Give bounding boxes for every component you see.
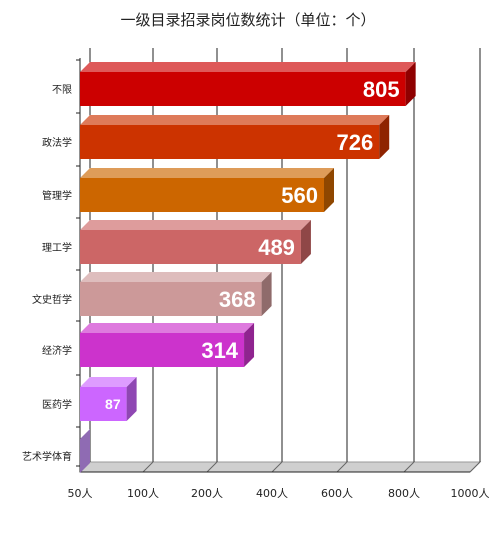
category-label: 经济学 [42,344,72,357]
bar-top [80,272,272,282]
grid-line-base [403,461,415,473]
bar-side [126,377,137,421]
x-tick-label: 1000人 [451,487,490,500]
bar-front [80,230,301,264]
bar-front [80,178,324,212]
bar-side [405,62,416,106]
bar-front [80,72,406,106]
category-label: 医药学 [42,398,72,411]
value-label: 368 [219,287,256,312]
bar-6: 87 [80,377,137,421]
value-label: 726 [336,130,373,155]
grid-line-base [271,461,283,473]
grid-line-base [206,461,218,473]
grid-line-base [336,461,348,473]
bar-7: 48 [58,429,90,473]
bar-1: 726 [80,115,390,159]
chart-title: 一级目录招录岗位数统计（单位：个） [120,11,375,29]
category-label: 艺术学体育 [22,450,72,463]
bar-top [80,323,255,333]
bars: 805 726 560 489 368 314 87 48 [58,62,416,473]
bar-side [261,272,272,316]
value-label: 87 [105,396,121,412]
x-tick-label: 800人 [388,487,420,500]
x-tick-label: 50人 [68,487,93,500]
bar-front [80,125,380,159]
value-label: 48 [58,448,74,464]
value-label: 489 [258,235,295,260]
value-label: 560 [281,183,318,208]
value-label: 805 [363,77,400,102]
x-tick-label: 600人 [321,487,353,500]
value-label: 314 [201,338,238,363]
bar-side [244,323,255,367]
bar-side [379,115,390,159]
bar-side [80,429,90,473]
category-label: 不限 [52,84,72,96]
bar-top [80,62,416,72]
grid-line-base [469,461,481,473]
bar-top [80,115,390,125]
grid-line-base [142,461,154,473]
bar-front [80,282,262,316]
x-tick-label: 100人 [127,487,159,500]
bar-0: 805 [80,62,416,106]
bar-top [80,168,334,178]
category-label: 管理学 [42,189,72,202]
x-tick-labels: 50人 100人 200人 400人 600人 800人 1000人 [68,487,490,500]
category-label: 文史哲学 [32,293,72,306]
bar-3: 489 [80,220,311,264]
bar-4: 368 [80,272,272,316]
category-label: 理工学 [42,241,72,254]
bar-side [324,168,334,212]
bar-top [80,377,137,387]
category-label: 政法学 [42,136,72,149]
x-tick-label: 200人 [191,487,223,500]
bar-front [80,387,127,421]
x-tick-label: 400人 [256,487,288,500]
bar-front [80,333,245,367]
bar-side [300,220,311,264]
bar-top [80,220,311,230]
bar-5: 314 [80,323,255,367]
bar-2: 560 [80,168,334,212]
